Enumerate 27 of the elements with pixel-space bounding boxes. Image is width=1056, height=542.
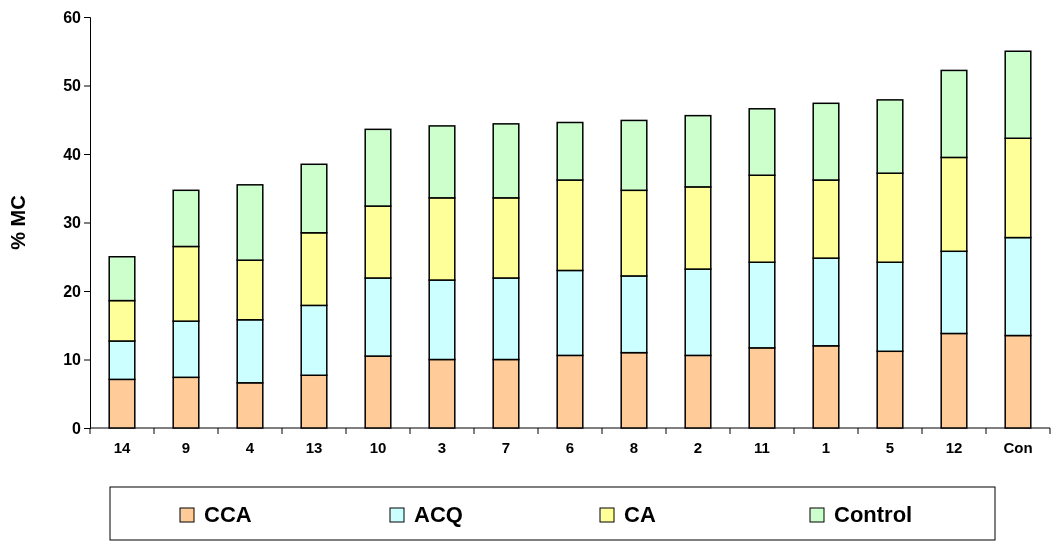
y-tick-label: 0 — [72, 419, 82, 437]
y-tick-label: 50 — [63, 77, 82, 95]
y-tick-label: 10 — [63, 351, 82, 369]
x-tick-label: Con — [1003, 438, 1033, 456]
x-tick-label: 3 — [437, 438, 447, 456]
legend-label: CA — [624, 502, 656, 527]
x-tick-label: 1 — [821, 438, 831, 456]
y-tick-label: 20 — [63, 282, 82, 300]
x-tick-label: 5 — [885, 438, 895, 456]
x-tick-label: 2 — [693, 438, 703, 456]
y-tick-label: 40 — [63, 145, 82, 163]
y-axis-title: % MC — [7, 195, 29, 250]
y-tick-label: 30 — [63, 214, 82, 232]
x-tick-label: 8 — [629, 438, 639, 456]
x-tick-label: 7 — [501, 438, 511, 456]
x-tick-label: 6 — [565, 438, 575, 456]
x-tick-label: 13 — [305, 438, 323, 456]
x-tick-label: 10 — [369, 438, 387, 456]
legend-label: CCA — [204, 502, 252, 527]
legend-label: ACQ — [414, 502, 463, 527]
x-tick-label: 9 — [181, 438, 191, 456]
x-tick-label: 12 — [945, 438, 963, 456]
x-tick-label: 11 — [754, 438, 770, 456]
y-tick-label: 60 — [63, 8, 82, 26]
x-tick-label: 4 — [245, 438, 255, 456]
x-tick-label: 14 — [113, 438, 131, 456]
legend-label: Control — [834, 502, 913, 527]
